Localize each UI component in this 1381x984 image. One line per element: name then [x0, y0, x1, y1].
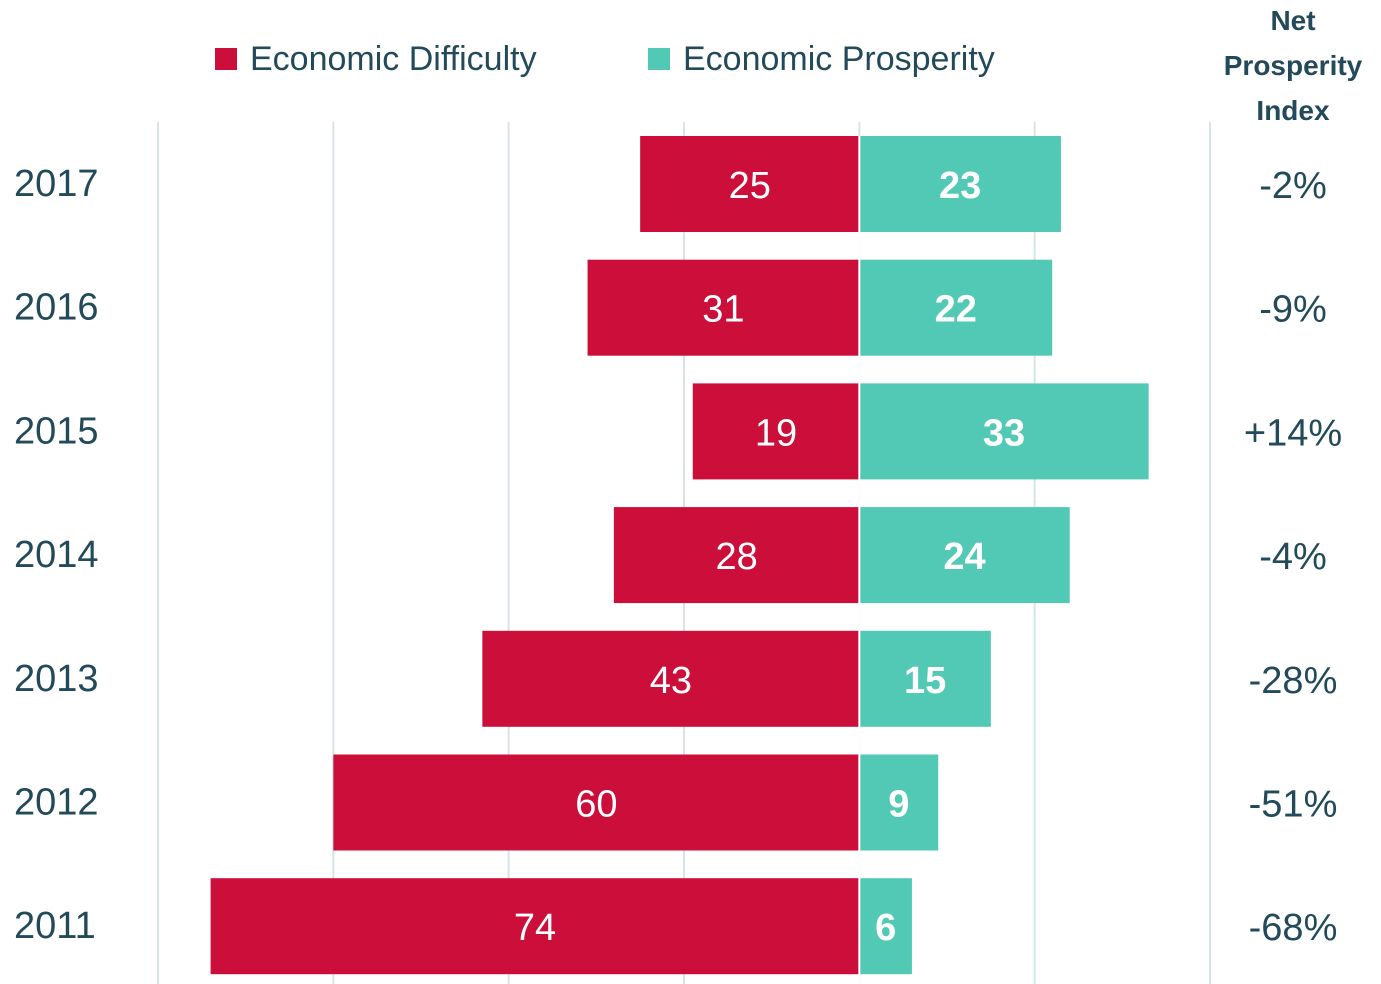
- bar: [613, 507, 860, 604]
- data-label: 74: [514, 907, 556, 949]
- y-tick-label: 2015: [14, 410, 99, 452]
- data-label: 31: [702, 289, 744, 331]
- legend-swatch: [215, 48, 237, 70]
- bar: [859, 507, 1070, 604]
- bar: [482, 630, 860, 727]
- y-tick-label: 2013: [14, 658, 99, 700]
- bar: [640, 136, 860, 232]
- bar: [859, 383, 1149, 480]
- net-index-value: -4%: [1259, 536, 1327, 578]
- data-label: 19: [755, 412, 797, 454]
- data-label: 24: [943, 536, 985, 578]
- y-tick-label: 2016: [14, 287, 99, 329]
- data-label: 28: [715, 536, 757, 578]
- data-label: 33: [983, 412, 1025, 454]
- y-tick-label: 2017: [14, 163, 99, 205]
- y-tick-label: 2012: [14, 782, 99, 824]
- legend-label: Economic Difficulty: [250, 40, 537, 78]
- bar: [859, 878, 912, 975]
- net-index-value: -68%: [1249, 907, 1338, 949]
- bar: [859, 754, 939, 851]
- y-tick-label: 2011: [14, 905, 96, 947]
- net-index-value: -28%: [1249, 660, 1338, 702]
- net-index-value: -51%: [1249, 784, 1338, 826]
- legend-label: Economic Prosperity: [683, 40, 995, 78]
- bar: [210, 878, 860, 975]
- data-label: 60: [575, 784, 617, 826]
- net-index-value: -9%: [1259, 289, 1327, 331]
- bar: [859, 259, 1053, 356]
- net-index-value: +14%: [1244, 412, 1342, 454]
- bar: [333, 754, 860, 851]
- data-label: 23: [939, 165, 981, 207]
- data-label: 15: [904, 660, 946, 702]
- data-label: 43: [650, 660, 692, 702]
- bar: [692, 383, 860, 480]
- net-index-title: Net Prosperity Index: [1223, 5, 1363, 126]
- net-index-value: -2%: [1259, 165, 1327, 207]
- data-label: 25: [729, 165, 771, 207]
- data-label: 6: [875, 907, 896, 949]
- data-label: 9: [888, 784, 909, 826]
- bar: [587, 259, 860, 356]
- bar: [859, 630, 991, 727]
- legend-swatch: [648, 48, 670, 70]
- data-label: 22: [935, 289, 977, 331]
- y-tick-label: 2014: [14, 534, 99, 576]
- bar: [859, 136, 1061, 232]
